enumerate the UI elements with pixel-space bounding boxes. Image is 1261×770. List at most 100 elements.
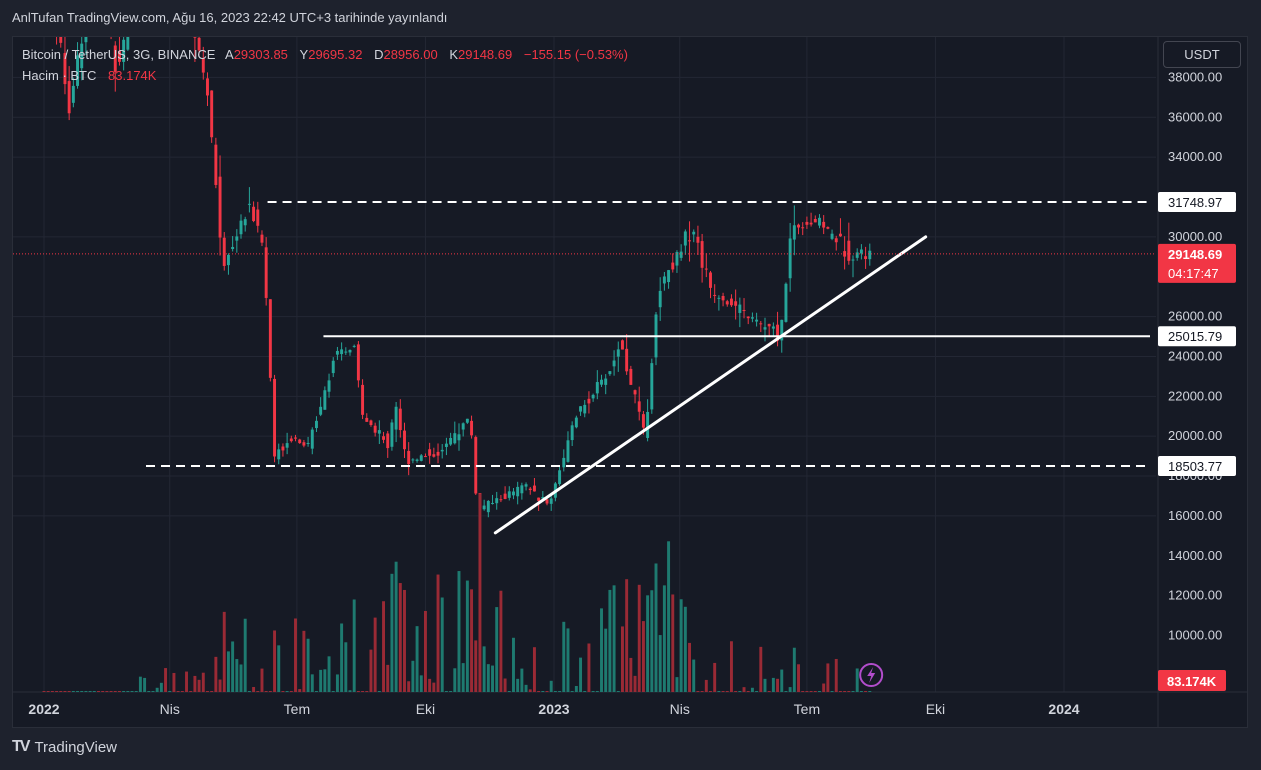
candle-body [260, 234, 264, 243]
last-price-label: 29148.69 [1168, 247, 1222, 262]
candle-body [579, 406, 583, 412]
candle-body [226, 254, 230, 266]
candle-body [537, 497, 541, 501]
candle-body [449, 437, 453, 445]
volume-bar [696, 691, 700, 692]
volume-bar [105, 691, 109, 692]
volume-bar [654, 563, 658, 692]
volume-bar [113, 691, 117, 692]
volume-label[interactable]: Hacim · BTC [22, 68, 97, 83]
volume-bar [491, 665, 494, 692]
symbol-label[interactable]: Bitcoin / TetherUS, 3G, BINANCE [22, 47, 216, 62]
volume-bar [465, 580, 469, 692]
candle-body [600, 379, 603, 385]
volume-bar [331, 691, 335, 692]
price-tick-label: 16000.00 [1168, 508, 1222, 523]
volume-bar [239, 664, 243, 692]
candle-body [750, 317, 754, 319]
lightning-icon [859, 663, 884, 687]
candle-body [704, 268, 708, 270]
time-tick-label: Tem [794, 701, 820, 717]
candle-body [319, 406, 323, 415]
volume-bar [784, 691, 788, 692]
volume-bar [734, 691, 738, 692]
volume-bar [604, 628, 608, 692]
volume-bar [373, 617, 377, 692]
currency-button[interactable]: USDT [1163, 41, 1241, 68]
volume-bar [436, 574, 440, 692]
candle-body [235, 236, 239, 241]
volume-bar [247, 691, 251, 692]
volume-bar [616, 691, 620, 692]
volume-bar [579, 657, 583, 692]
volume-bar [549, 680, 553, 692]
candle-body [801, 227, 805, 229]
candle-body [327, 380, 331, 392]
candle-body [763, 327, 767, 330]
volume-bar [700, 691, 704, 692]
candle-body [574, 417, 578, 428]
volume-bar [298, 689, 302, 692]
time-tick-label: Nis [670, 701, 690, 717]
volume-bar [344, 642, 348, 692]
footer-brand[interactable]: TV TradingView [12, 738, 117, 756]
candle-body [604, 378, 608, 385]
candle-body [583, 404, 587, 414]
candle-body [302, 442, 306, 446]
candle-body [419, 455, 423, 461]
candle-body [520, 485, 524, 494]
candle-body [105, 0, 108, 16]
volume-bar [809, 691, 813, 692]
level-price-label-bg [1158, 456, 1236, 476]
volume-bar [797, 664, 800, 692]
countdown-label: 04:17:47 [1168, 266, 1219, 281]
volume-bar [214, 656, 218, 692]
candle-body [771, 326, 775, 329]
volume-bar [776, 678, 780, 692]
volume-bar [822, 683, 826, 692]
candle-body [675, 252, 679, 266]
candle-body [524, 484, 528, 487]
candle-body [826, 227, 830, 229]
volume-bar [859, 691, 863, 692]
candle-body [516, 486, 520, 497]
candle-body [549, 498, 553, 504]
volume-bar [864, 691, 868, 692]
volume-bar [151, 691, 155, 692]
open-label: A [225, 47, 234, 62]
volume-bar [92, 691, 96, 692]
candle-body [797, 224, 800, 228]
volume-bar [868, 691, 872, 692]
volume-bar [516, 678, 520, 692]
price-tick-label: 30000.00 [1168, 229, 1222, 244]
volume-bar [503, 678, 507, 692]
volume-bar [222, 611, 226, 692]
volume-bar [403, 589, 406, 692]
price-tick-label: 22000.00 [1168, 388, 1222, 403]
volume-bar [130, 691, 134, 692]
volume-bar [281, 691, 285, 692]
volume-bar [608, 589, 612, 692]
volume-row: Hacim · BTC 83.174K [22, 65, 628, 86]
volume-bar [600, 608, 603, 692]
volume-bar [260, 668, 264, 692]
candle-body [361, 384, 365, 415]
volume-bar [180, 691, 184, 692]
candle-body [767, 323, 771, 327]
candle-body [637, 401, 641, 412]
candle-body [532, 485, 536, 492]
volume-bar [444, 691, 448, 692]
candle-body [688, 240, 692, 242]
volume-bar [570, 691, 574, 692]
candle-body [423, 456, 427, 458]
time-tick-label: 2023 [538, 701, 569, 717]
volume-bar [780, 669, 784, 692]
volume-bar [302, 630, 306, 692]
volume-bar [721, 691, 725, 692]
volume-bar [520, 668, 524, 692]
candle-body [746, 316, 750, 319]
candle-body [461, 423, 465, 430]
volume-bar [562, 621, 566, 692]
candle-body [709, 272, 712, 288]
